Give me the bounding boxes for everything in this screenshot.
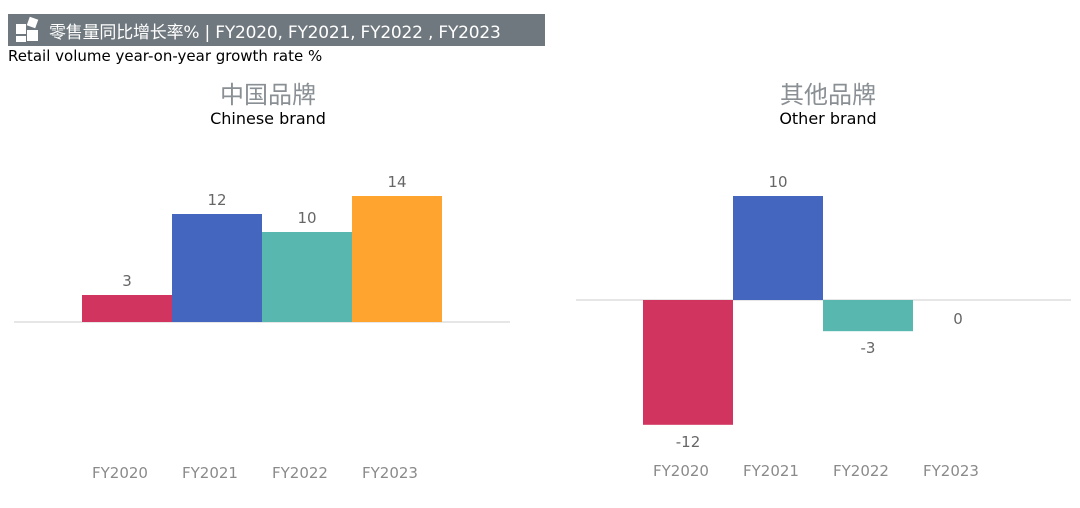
data-label: 14 (387, 173, 406, 191)
data-label: 3 (122, 272, 132, 290)
panel-title-zh: 中国品牌 (220, 81, 316, 109)
bar-fy2021 (733, 196, 823, 300)
x-tick-label: FY2022 (833, 462, 889, 480)
x-tick-label: FY2022 (272, 464, 328, 482)
data-label: 10 (768, 173, 787, 191)
x-tick-label: FY2021 (743, 462, 799, 480)
data-label: 12 (207, 191, 226, 209)
chart-logo-icon (16, 16, 42, 42)
x-tick-label: FY2023 (923, 462, 979, 480)
x-tick-label: FY2020 (653, 462, 709, 480)
x-tick-label: FY2023 (362, 464, 418, 482)
page-title: 零售量同比增长率% | FY2020, FY2021, FY2022 , FY2… (49, 22, 501, 43)
x-tick-label: FY2020 (92, 464, 148, 482)
page-subtitle: Retail volume year-on-year growth rate % (8, 47, 323, 65)
title-bar: 零售量同比增长率% | FY2020, FY2021, FY2022 , FY2… (8, 14, 545, 46)
data-label: 0 (953, 310, 963, 328)
x-tick-label: FY2021 (182, 464, 238, 482)
chart-panel-2: -12 FY2020 10 FY2021 -3 FY2022 0 FY2023 (576, 173, 1071, 480)
panel-title-en: Chinese brand (210, 109, 326, 128)
panel-title-chinese-brand: 中国品牌 Chinese brand (168, 81, 368, 129)
panel-title-other-brand: 其他品牌 Other brand (728, 81, 928, 129)
bar-fy2022 (823, 300, 913, 332)
bar-fy2022 (262, 232, 352, 322)
bar-fy2020 (82, 295, 172, 322)
bar-fy2020 (643, 300, 733, 425)
chart-panel-1: 3 FY2020 12 FY2021 10 FY2022 14 FY2023 (14, 173, 510, 482)
data-label: 10 (297, 209, 316, 227)
bar-fy2021 (172, 214, 262, 322)
data-label: -12 (676, 433, 701, 451)
panel-title-en: Other brand (779, 109, 877, 128)
data-label: -3 (861, 339, 876, 357)
panel-title-zh: 其他品牌 (780, 81, 876, 109)
bar-fy2023 (352, 196, 442, 322)
